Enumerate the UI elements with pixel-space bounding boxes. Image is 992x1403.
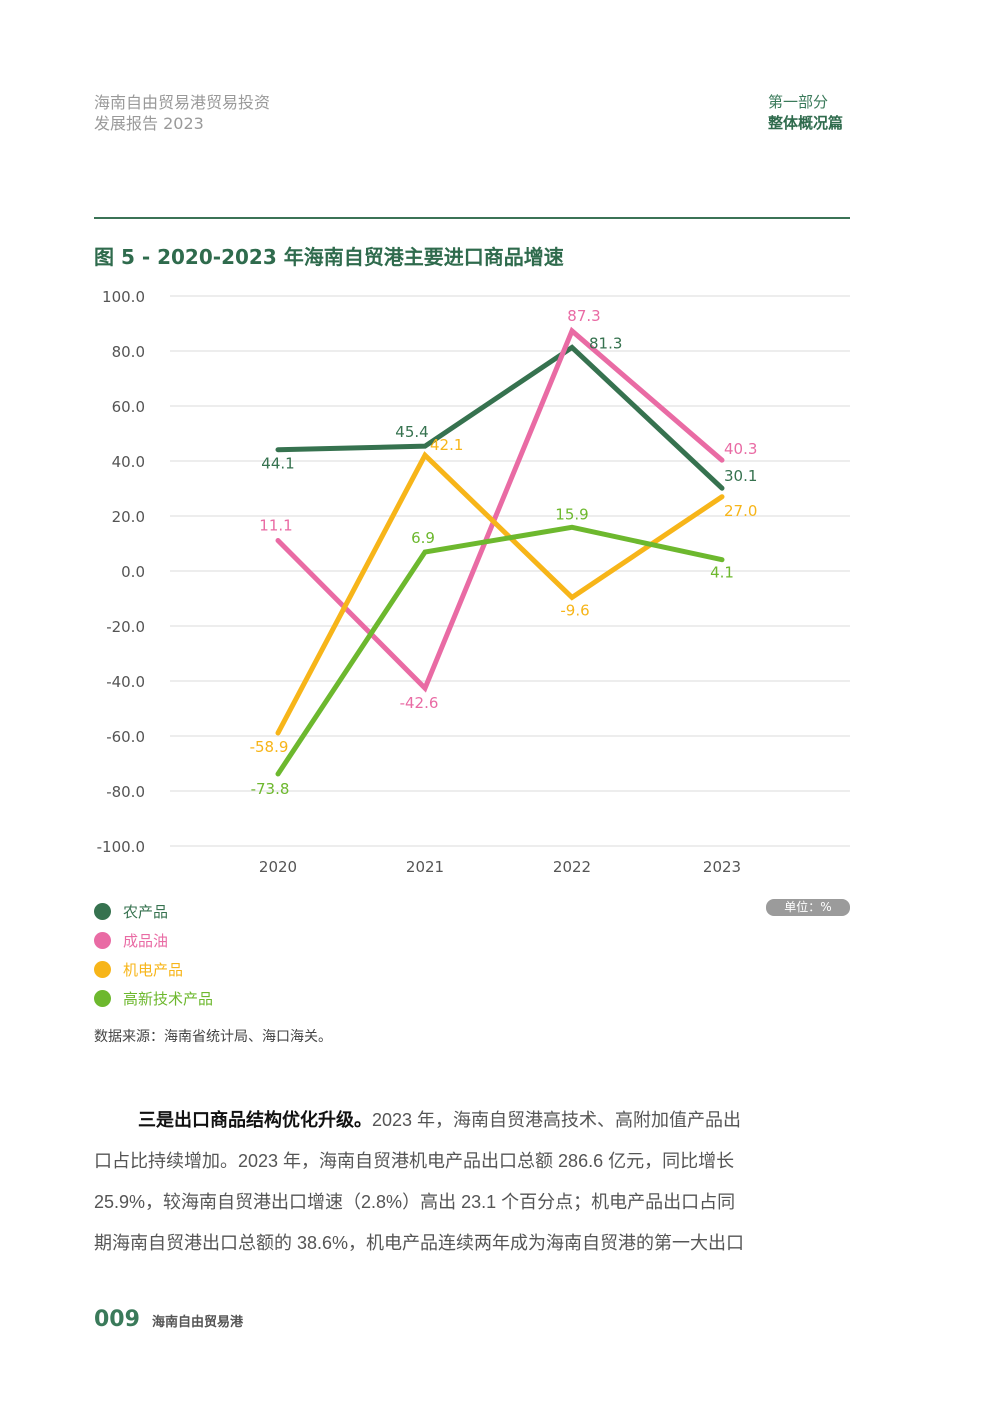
legend-label: 机电产品 [123,961,184,979]
section-part: 第一部分 [768,93,829,111]
y-tick-label: 40.0 [112,453,145,471]
x-tick-label: 2020 [259,858,297,876]
data-label: 81.3 [589,334,622,352]
data-label: 44.1 [261,455,294,473]
series-line-2 [275,326,725,693]
paragraph-lead: 三是出口商品结构优化升级。 [138,1110,372,1130]
data-label: -42.6 [400,694,439,712]
paragraph-line-1-text: 2023 年，海南自贸港高技术、高附加值产品出 [372,1110,742,1130]
footer-label: 海南自由贸易港 [151,1315,243,1330]
report-title-line1: 海南自由贸易港贸易投资 [94,93,271,112]
unit-badge: 单位：% [766,899,850,916]
x-tick-label: 2022 [553,858,591,876]
y-tick-label: 80.0 [112,343,145,361]
data-label: -58.9 [250,738,289,756]
y-tick-label: -80.0 [106,783,145,801]
paragraph-line-2: 口占比持续增加。2023 年，海南自贸港机电产品出口总额 286.6 亿元，同比… [94,1151,735,1171]
series-line-4 [275,524,725,777]
section-name: 整体概况篇 [768,114,844,132]
legend-marker-icon [94,932,111,949]
line-chart: 100.0 80.0 60.0 40.0 20.0 0.0 -20.0 -40.0 -60.0 -… [97,288,850,876]
data-label: 30.1 [724,467,757,485]
data-label: 4.1 [710,564,734,582]
data-label: 6.9 [411,529,435,547]
header-divider [94,217,850,219]
legend-item: 高新技术产品 [94,984,213,1013]
chart-legend: 农产品成品油机电产品高新技术产品 [94,897,213,1013]
report-title: 海南自由贸易港贸易投资 发展报告 2023 [94,92,270,134]
legend-marker-icon [94,990,111,1007]
body-paragraph: 三是出口商品结构优化升级。2023 年，海南自贸港高技术、高附加值产品出 口占比… [94,1100,854,1264]
legend-label: 农产品 [123,903,169,921]
series-line-1 [275,344,725,491]
paragraph-line-1: 三是出口商品结构优化升级。2023 年，海南自贸港高技术、高附加值产品出 [94,1100,854,1141]
legend-label: 高新技术产品 [123,990,214,1008]
data-label: 40.3 [724,440,757,458]
page-footer: 009 海南自由贸易港 [94,1307,243,1332]
data-label: -9.6 [560,601,589,619]
y-tick-label: 20.0 [112,508,145,526]
legend-item: 机电产品 [94,955,213,984]
figure-title: 图 5 - 2020-2023 年海南自贸港主要进口商品增速 [94,245,564,269]
data-label: 27.0 [724,502,757,520]
data-label: -73.8 [251,780,290,798]
paragraph-line-4: 期海南自贸港出口总额的 38.6%，机电产品连续两年成为海南自贸港的第一大出口 [94,1233,745,1253]
y-tick-label: -100.0 [97,838,145,856]
section-heading: 第一部分 整体概况篇 [768,92,843,134]
data-source-note: 数据来源：海南省统计局、海口海关。 [94,1029,332,1045]
y-tick-label: -20.0 [106,618,145,636]
y-tick-label: 100.0 [102,288,145,306]
x-tick-label: 2023 [703,858,741,876]
data-label: 87.3 [567,307,600,325]
y-tick-label: 0.0 [121,563,145,581]
legend-label: 成品油 [123,932,169,950]
y-tick-label: -40.0 [106,673,145,691]
legend-marker-icon [94,961,111,978]
data-label: 15.9 [555,505,588,523]
paragraph-line-3: 25.9%，较海南自贸港出口增速（2.8%）高出 23.1 个百分点；机电产品出… [94,1192,736,1212]
y-tick-label: 60.0 [112,398,145,416]
page-number: 009 [94,1307,140,1332]
data-label: 11.1 [259,516,292,534]
series-line-3 [275,451,725,736]
y-tick-label: -60.0 [106,728,145,746]
data-label: 45.4 [395,423,428,441]
legend-item: 农产品 [94,897,213,926]
data-label: 42.1 [430,436,463,454]
report-title-line2: 发展报告 2023 [94,114,204,133]
x-tick-label: 2021 [406,858,444,876]
legend-item: 成品油 [94,926,213,955]
legend-marker-icon [94,903,111,920]
